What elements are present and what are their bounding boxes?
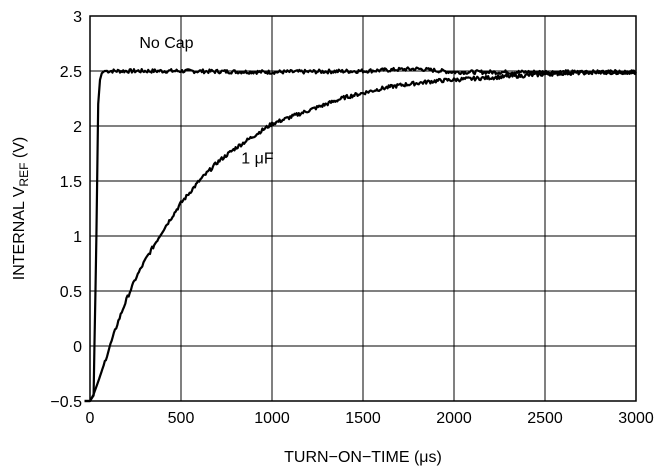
y-axis-title-tail: (V): [11, 137, 28, 163]
series-layer: [84, 66, 637, 403]
y-tick-label: 1.5: [60, 174, 82, 191]
annotations: No Cap 1 μF: [139, 35, 274, 167]
plot-frame: [89, 15, 637, 402]
y-tick-label: 2: [73, 119, 82, 136]
y-tick-label: 3: [73, 9, 82, 26]
y-tick-labels: −0.5 0 0.5 1 1.5 2 2.5 3: [50, 9, 82, 411]
y-tick-label: −0.5: [50, 394, 82, 411]
y-tick-label: 0: [73, 339, 82, 356]
x-tick-label: 2500: [527, 410, 563, 427]
x-tick-label: 1500: [345, 410, 381, 427]
x-axis-title: TURN−ON−TIME (μs): [284, 449, 442, 466]
x-tick-label: 3000: [618, 410, 654, 427]
annotation-label: 1 μF: [241, 150, 274, 167]
x-tick-label: 500: [168, 410, 195, 427]
x-tick-label: 2000: [436, 410, 472, 427]
y-axis-title-main: INTERNAL V: [11, 186, 28, 280]
x-tick-label: 0: [86, 410, 95, 427]
series-line-1uf: [84, 69, 637, 403]
x-tick-label: 1000: [254, 410, 290, 427]
y-tick-label: 1: [73, 229, 82, 246]
annotation-label: No Cap: [139, 35, 193, 52]
x-tick-labels: 0 500 1000 1500 2000 2500 3000: [86, 410, 654, 427]
series-line-no-cap: [84, 66, 637, 403]
y-tick-label: 0.5: [60, 284, 82, 301]
y-axis-title-subscript: REF: [17, 163, 31, 187]
y-tick-label: 2.5: [60, 64, 82, 81]
y-axis-title: INTERNAL VREF (V): [11, 137, 31, 280]
